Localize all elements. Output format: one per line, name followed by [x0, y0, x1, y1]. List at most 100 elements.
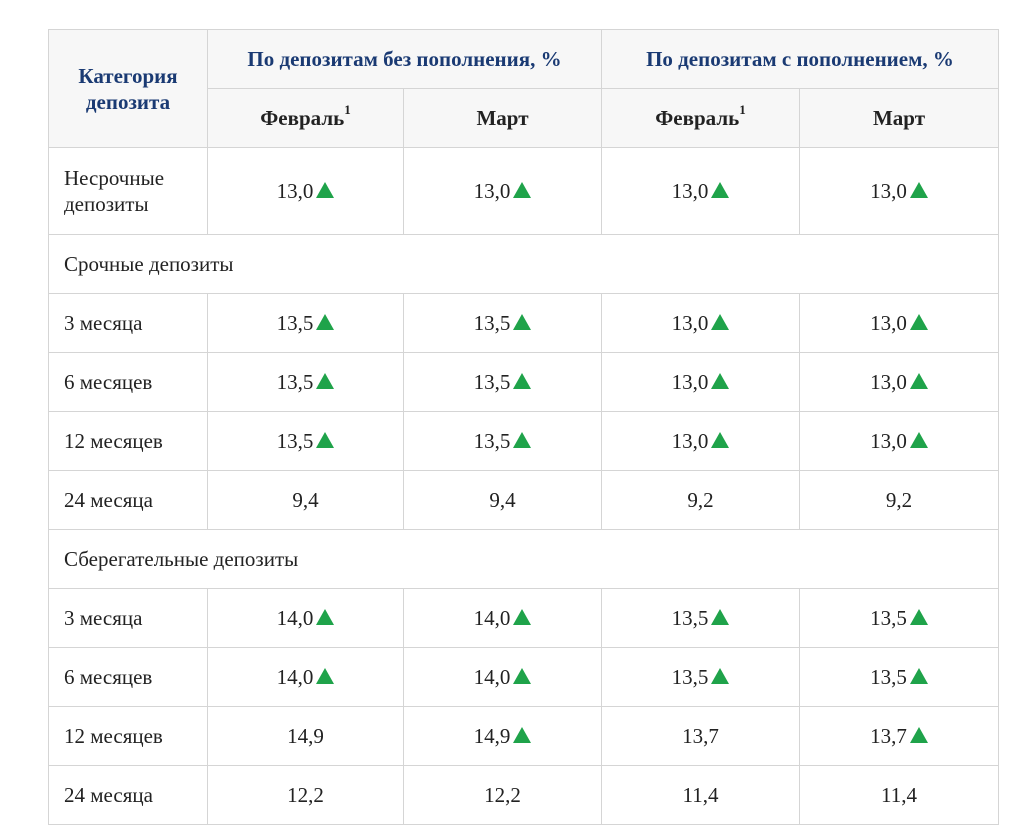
triangle-up-icon: [316, 314, 335, 330]
rate-value: 13,5: [870, 606, 907, 630]
triangle-up-icon: [909, 432, 928, 448]
rate-value: 13,0: [671, 179, 709, 203]
row-label: 6 месяцев: [48, 647, 208, 707]
category-header: Категория депозита: [48, 29, 208, 148]
rate-cell: 13,0: [403, 147, 602, 235]
row-label: 24 месяца: [48, 470, 208, 530]
deposit-rates-table: Категория депозита По депозитам без попо…: [48, 29, 999, 825]
rate-cell: 12,2: [207, 765, 404, 825]
triangle-up-icon: [316, 373, 335, 389]
triangle-up-icon: [909, 182, 928, 198]
row-label: Несрочные депозиты: [48, 147, 208, 235]
group-header-with-topup: По депозитам с пополнением, %: [601, 29, 999, 89]
rate-cell: 13,5: [207, 411, 404, 471]
rate-cell: 13,0: [601, 293, 800, 353]
rate-value: 13,0: [473, 179, 511, 203]
row-label: 12 месяцев: [48, 706, 208, 766]
rate-value: 11,4: [682, 783, 719, 807]
rate-cell: 9,2: [601, 470, 800, 530]
rate-cell: 13,5: [601, 647, 800, 707]
table-row: 6 месяцев 13,5 13,5 13,0 13,0: [48, 352, 999, 412]
triangle-up-icon: [513, 314, 532, 330]
rate-cell: 13,7: [799, 706, 999, 766]
rate-value: 14,0: [276, 665, 314, 689]
rate-value: 13,5: [276, 370, 314, 394]
triangle-up-icon: [513, 609, 532, 625]
triangle-up-icon: [909, 727, 928, 743]
rate-cell: 9,2: [799, 470, 999, 530]
rate-value: 13,0: [870, 311, 907, 335]
rate-value: 9,2: [687, 488, 714, 512]
triangle-up-icon: [513, 727, 532, 743]
triangle-up-icon: [711, 314, 730, 330]
rate-value: 13,5: [671, 665, 709, 689]
row-label: 3 месяца: [48, 588, 208, 648]
rate-value: 14,0: [276, 606, 314, 630]
rate-cell: 13,0: [799, 352, 999, 412]
table-body: Несрочные депозиты 13,0 13,0 13,0 13,0 Срочны…: [48, 147, 999, 825]
rate-cell: 13,5: [799, 647, 999, 707]
rate-value: 13,0: [276, 179, 314, 203]
rate-cell: 14,0: [403, 647, 602, 707]
triangle-up-icon: [711, 182, 730, 198]
triangle-up-icon: [711, 373, 730, 389]
triangle-up-icon: [909, 609, 928, 625]
table-row: 12 месяцев 13,5 13,5 13,0 13,0: [48, 411, 999, 471]
rate-cell: 13,7: [601, 706, 800, 766]
rate-value: 14,0: [473, 606, 511, 630]
rate-cell: 14,0: [403, 588, 602, 648]
table-row: 24 месяца 12,2 12,2 11,4 11,4: [48, 765, 999, 825]
rate-value: 14,9: [287, 724, 324, 748]
rate-cell: 13,5: [403, 352, 602, 412]
month-name: Февраль: [655, 106, 740, 130]
table-row: 12 месяцев 14,9 14,9 13,7 13,7: [48, 706, 999, 766]
rate-cell: 14,9: [403, 706, 602, 766]
triangle-up-icon: [513, 668, 532, 684]
rate-cell: 13,5: [799, 588, 999, 648]
table-row: Несрочные депозиты 13,0 13,0 13,0 13,0: [48, 147, 999, 235]
triangle-up-icon: [909, 668, 928, 684]
rate-cell: 13,5: [207, 293, 404, 353]
triangle-up-icon: [316, 609, 335, 625]
rate-value: 13,5: [276, 429, 314, 453]
rate-cell: 13,0: [799, 411, 999, 471]
rate-value: 13,5: [671, 606, 709, 630]
month-name: Февраль: [260, 106, 345, 130]
month-name: Март: [476, 106, 529, 130]
rate-cell: 13,0: [207, 147, 404, 235]
triangle-up-icon: [316, 182, 335, 198]
rate-cell: 13,5: [403, 411, 602, 471]
rate-cell: 13,5: [207, 352, 404, 412]
rate-value: 12,2: [287, 783, 324, 807]
footnote-marker: 1: [344, 102, 351, 117]
rate-value: 13,5: [473, 311, 511, 335]
row-label: 24 месяца: [48, 765, 208, 825]
month-header: Февраль1: [207, 88, 404, 148]
table-row: 6 месяцев 14,0 14,0 13,5 13,5: [48, 647, 999, 707]
rate-value: 13,0: [671, 429, 709, 453]
rate-value: 12,2: [484, 783, 521, 807]
rate-cell: 14,0: [207, 647, 404, 707]
month-header: Февраль1: [601, 88, 800, 148]
triangle-up-icon: [513, 182, 532, 198]
triangle-up-icon: [316, 432, 335, 448]
rate-cell: 13,0: [601, 352, 800, 412]
rate-cell: 14,0: [207, 588, 404, 648]
group-header-without-topup: По депозитам без пополнения, %: [207, 29, 602, 89]
rate-cell: 13,0: [799, 293, 999, 353]
rate-value: 13,7: [870, 724, 907, 748]
table-row: 24 месяца 9,4 9,4 9,2 9,2: [48, 470, 999, 530]
rate-value: 11,4: [881, 783, 917, 807]
section-label: Срочные депозиты: [48, 234, 999, 294]
rate-value: 9,4: [292, 488, 319, 512]
table-header: Категория депозита По депозитам без попо…: [48, 29, 999, 148]
row-label: 6 месяцев: [48, 352, 208, 412]
triangle-up-icon: [513, 432, 532, 448]
rate-cell: 11,4: [601, 765, 800, 825]
section-label: Сберегательные депозиты: [48, 529, 999, 589]
triangle-up-icon: [316, 668, 335, 684]
triangle-up-icon: [711, 609, 730, 625]
rate-value: 14,9: [473, 724, 511, 748]
table-row: 3 месяца 13,5 13,5 13,0 13,0: [48, 293, 999, 353]
rate-cell: 9,4: [207, 470, 404, 530]
